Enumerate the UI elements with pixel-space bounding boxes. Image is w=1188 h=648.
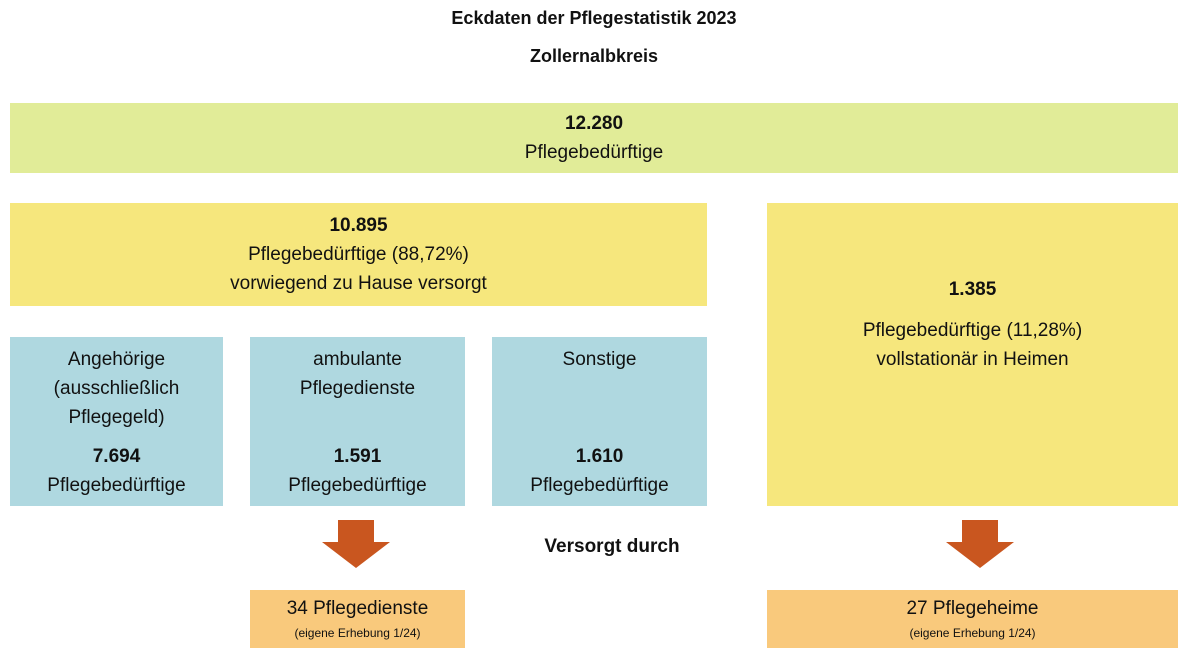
type-box: Angehörige (ausschließlich Pflegegeld) 7… <box>10 337 223 506</box>
home-value: 10.895 <box>329 215 388 236</box>
type-box: ambulante Pflegedienste 1.591 Pflegebedü… <box>250 337 465 506</box>
provider-box: 34 Pflegedienste (eigene Erhebung 1/24) <box>250 590 465 648</box>
arrow <box>946 520 1014 568</box>
type-line: Pflegegeld) <box>68 407 165 428</box>
provider-note: (eigene Erhebung 1/24) <box>294 626 421 640</box>
home-line: vorwiegend zu Hause versorgt <box>230 273 487 294</box>
home-line: Pflegebedürftige (88,72%) <box>248 244 469 265</box>
type-line: ambulante <box>313 349 402 370</box>
served-by: Versorgt durch <box>544 536 680 557</box>
provider-label: 34 Pflegedienste <box>286 598 429 619</box>
type-line: Pflegedienste <box>299 378 416 399</box>
residential-value: 1.385 <box>948 279 997 300</box>
provider-label: 27 Pflegeheime <box>906 598 1039 619</box>
type-unit: Pflegebedürftige <box>288 475 427 496</box>
home-box: 10.895 Pflegebedürftige (88,72%) vorwieg… <box>10 203 707 306</box>
type-value: 1.591 <box>333 446 382 467</box>
residential-line: Pflegebedürftige (11,28%) <box>862 320 1083 341</box>
type-value: 7.694 <box>92 446 141 467</box>
type-unit: Pflegebedürftige <box>47 475 186 496</box>
residential-box: 1.385 Pflegebedürftige (11,28%) vollstat… <box>767 203 1178 506</box>
type-line: Sonstige <box>562 349 637 370</box>
type-box: Sonstige 1.610 Pflegebedürftige <box>492 337 707 506</box>
total-box: 12.280 Pflegebedürftige <box>10 103 1178 173</box>
provider-box: 27 Pflegeheime (eigene Erhebung 1/24) <box>767 590 1178 648</box>
arrow <box>322 520 390 568</box>
total-label: Pflegebedürftige <box>524 142 664 163</box>
type-line: (ausschließlich <box>53 378 180 399</box>
title: Eckdaten der Pflegestatistik 2023 <box>451 8 737 28</box>
subtitle: Zollernalbkreis <box>529 46 659 66</box>
residential-line: vollstationär in Heimen <box>876 349 1069 370</box>
total-value: 12.280 <box>564 113 624 134</box>
type-line: Angehörige <box>67 349 166 370</box>
type-unit: Pflegebedürftige <box>530 475 669 496</box>
type-value: 1.610 <box>575 446 624 467</box>
provider-note: (eigene Erhebung 1/24) <box>909 626 1036 640</box>
